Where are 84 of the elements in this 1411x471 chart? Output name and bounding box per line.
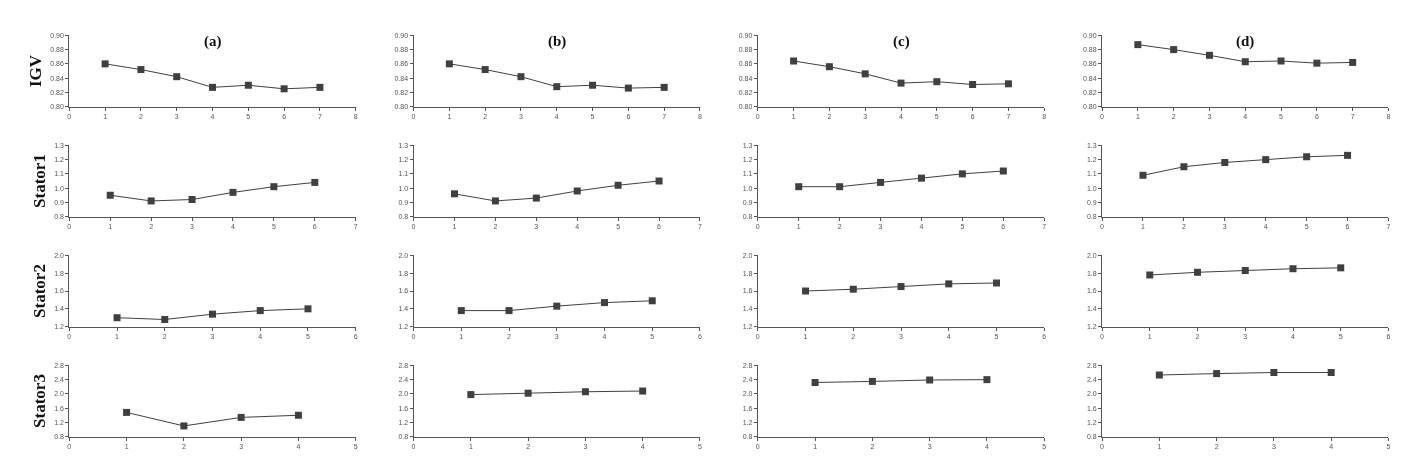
point [481, 66, 489, 74]
point [660, 83, 668, 91]
point [101, 60, 109, 68]
y-axis-title: IGV [25, 54, 45, 88]
point [1221, 158, 1229, 166]
point [958, 170, 966, 178]
point [825, 63, 833, 71]
point [969, 81, 977, 89]
point [209, 83, 217, 91]
point [1277, 57, 1285, 65]
point [601, 299, 608, 307]
point [229, 188, 237, 196]
point [1205, 51, 1213, 59]
point [113, 314, 121, 322]
point [180, 422, 188, 430]
point [304, 305, 312, 313]
point [1349, 58, 1357, 66]
point [945, 280, 953, 288]
point [790, 57, 798, 65]
point [648, 297, 656, 305]
point [992, 279, 1000, 287]
point [188, 196, 196, 204]
point [836, 183, 844, 191]
point [311, 178, 319, 186]
point [589, 81, 597, 89]
point [1180, 163, 1188, 171]
point [280, 85, 288, 93]
point [1139, 171, 1147, 179]
y-axis-title: Stator1 [29, 154, 49, 208]
point [491, 197, 499, 205]
chart-title: (d) [1236, 33, 1255, 50]
point [294, 411, 302, 419]
point [1004, 80, 1012, 88]
point [517, 73, 525, 81]
point [173, 73, 181, 81]
point [999, 167, 1007, 175]
y-axis-title: Stator2 [29, 264, 49, 318]
point [1313, 59, 1321, 67]
point [795, 183, 803, 191]
point [877, 178, 885, 186]
point [505, 307, 513, 315]
point [270, 183, 278, 191]
point [147, 197, 155, 205]
point [1344, 151, 1352, 159]
point [553, 83, 561, 91]
point [1262, 156, 1270, 164]
point [624, 84, 632, 92]
point [1289, 265, 1297, 273]
point [1146, 271, 1154, 279]
point [106, 191, 114, 199]
point [553, 302, 561, 310]
point [445, 60, 453, 68]
point [849, 285, 857, 293]
chart-title: (a) [204, 33, 222, 50]
point [137, 66, 145, 74]
point [1241, 267, 1249, 275]
point [1337, 264, 1345, 272]
point [209, 310, 217, 318]
point [450, 190, 458, 198]
point [897, 283, 905, 291]
point [123, 408, 131, 416]
chart-title: (c) [893, 33, 910, 50]
point [532, 194, 540, 202]
point [1241, 58, 1249, 66]
point [256, 307, 264, 315]
point [1303, 153, 1311, 161]
point [614, 181, 622, 189]
y-axis-title: Stator3 [29, 374, 49, 428]
point [897, 79, 905, 87]
point [861, 70, 869, 78]
chart-title: (b) [548, 33, 567, 50]
point [1134, 41, 1142, 49]
point [917, 174, 925, 182]
point [933, 78, 941, 86]
point [1170, 46, 1178, 54]
point [655, 177, 663, 185]
point [1194, 268, 1202, 276]
point [161, 316, 169, 324]
point [457, 307, 465, 315]
point [244, 81, 252, 89]
point [237, 413, 245, 421]
point [802, 287, 810, 295]
point [573, 187, 581, 195]
point [316, 83, 324, 91]
